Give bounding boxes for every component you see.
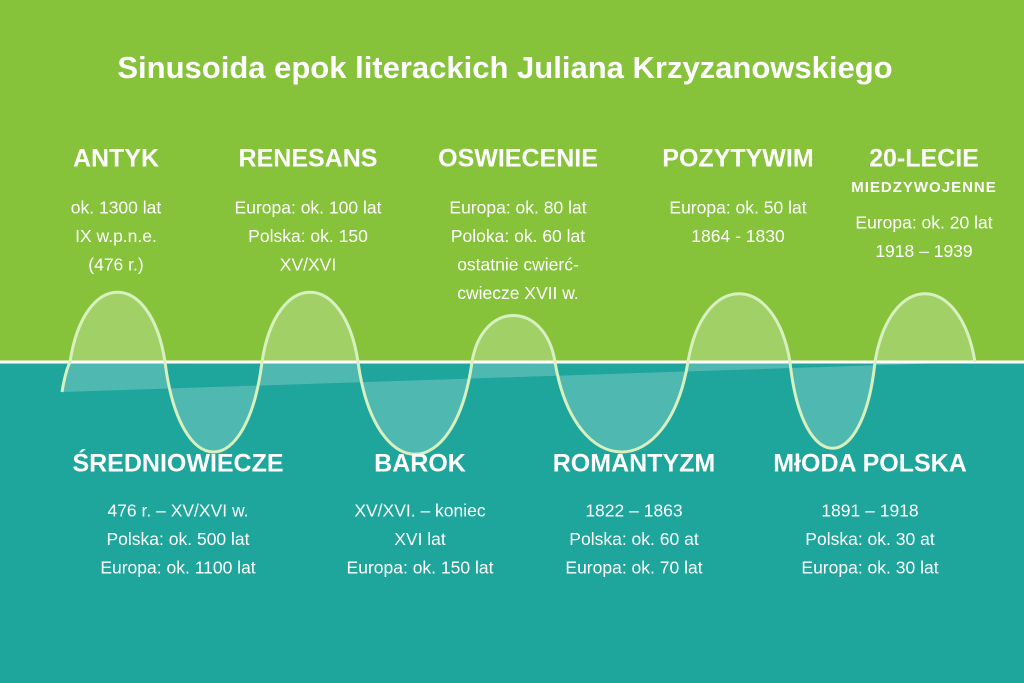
- epoch-name: BAROK: [374, 450, 466, 478]
- epoch-detail: 1891 – 1918: [821, 501, 918, 521]
- epoch-subtitle: MIEDZYWOJENNE: [851, 179, 997, 196]
- epoch-name: ŚREDNIOWIECZE: [72, 448, 283, 478]
- epoch-name: ROMANTYZM: [553, 450, 715, 478]
- epoch-detail: 1918 – 1939: [875, 241, 972, 261]
- epoch-detail: Polska: ok. 500 lat: [107, 529, 250, 549]
- epoch-detail: 476 r. – XV/XVI w.: [107, 501, 248, 521]
- lower-background: [0, 362, 1024, 683]
- epoch-detail: Europa: ok. 30 lat: [801, 558, 938, 578]
- epoch-detail: ok. 1300 lat: [71, 198, 162, 218]
- epoch-detail: Polska: ok. 30 at: [805, 529, 935, 549]
- epoch-detail: Polska: ok. 60 at: [569, 529, 699, 549]
- epoch-detail: 1822 – 1863: [585, 501, 682, 521]
- epoch-name: POZYTYWIM: [662, 145, 813, 173]
- epoch-detail: Poloka: ok. 60 lat: [451, 226, 585, 246]
- epoch-name: RENESANS: [239, 145, 378, 173]
- epoch-detail: XV/XVI. – koniec: [354, 501, 486, 521]
- epoch-name: 20-LECIE: [869, 145, 979, 173]
- epoch-detail: Europa: ok. 70 lat: [565, 558, 702, 578]
- epoch-detail: Europa: ok. 20 lat: [855, 213, 992, 233]
- epoch-name: OSWIECENIE: [438, 145, 598, 173]
- labels: ANTYK ok. 1300 lat IX w.p.n.e. (476 r.) RENE…: [71, 145, 997, 578]
- epoch-detail: Europa: ok. 150 lat: [347, 558, 494, 578]
- epoch-detail: (476 r.): [88, 255, 143, 275]
- epoch-detail: Europa: ok. 100 lat: [235, 198, 382, 218]
- title: Sinusoida epok literackich Juliana Krzyz…: [117, 50, 892, 85]
- epoch-detail: Europa: ok. 50 lat: [669, 198, 806, 218]
- epoch-name: MłODA POLSKA: [773, 450, 967, 478]
- epoch-detail: cwiecze XVII w.: [457, 283, 579, 303]
- epoch-detail: Polska: ok. 150: [248, 226, 368, 246]
- epoch-detail: 1864 - 1830: [691, 226, 785, 246]
- upper-background: [0, 0, 1024, 362]
- epoch-detail: IX w.p.n.e.: [75, 226, 157, 246]
- epoch-name: ANTYK: [73, 145, 159, 173]
- epoch-detail: Europa: ok. 1100 lat: [100, 558, 255, 578]
- wave-fill: [62, 292, 975, 455]
- epoch-detail: Europa: ok. 80 lat: [449, 198, 586, 218]
- sinusoid: [60, 290, 977, 456]
- epoch-detail: XVI lat: [394, 529, 446, 549]
- epoch-detail: ostatnie cwierć-: [457, 255, 579, 275]
- epoch-detail: XV/XVI: [280, 255, 336, 275]
